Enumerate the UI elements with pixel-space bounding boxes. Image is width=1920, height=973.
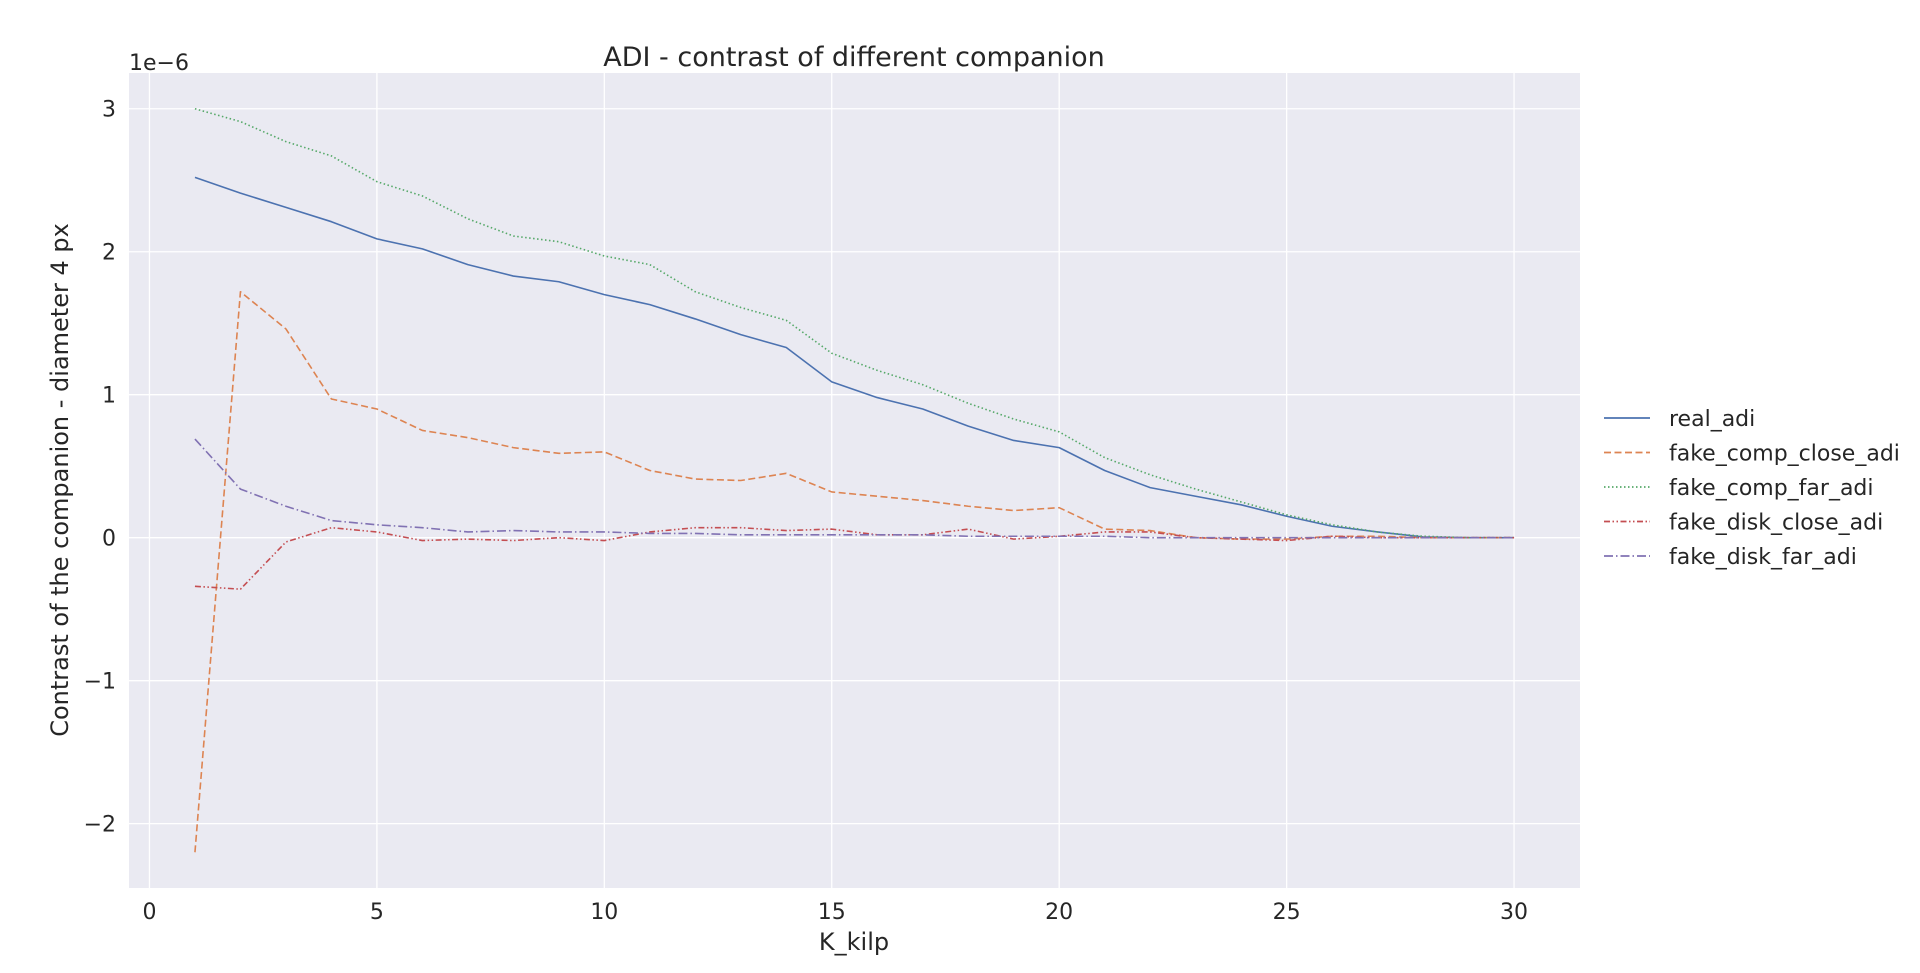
y-axis-offset-label: 1e−6 [129, 51, 189, 76]
y-tick-label: −2 [84, 813, 116, 838]
x-tick-label: 25 [1273, 900, 1301, 925]
series-line-fake-comp-close-adi [194, 290, 1515, 853]
x-tick-label: 30 [1500, 900, 1528, 925]
x-tick-label: 20 [1045, 900, 1073, 925]
y-tick-label: 3 [102, 98, 116, 123]
series-line-fake-disk-close-adi [194, 526, 1515, 590]
legend-label: fake_comp_close_adi [1669, 442, 1900, 467]
y-axis-label: Contrast of the companion - diameter 4 p… [46, 223, 74, 737]
x-tick-label: 15 [818, 900, 846, 925]
legend: real_adi fake_comp_close_adi fake_comp_far… [1604, 407, 1900, 570]
plot-background [129, 73, 1580, 888]
x-tick-label: 10 [590, 900, 618, 925]
y-tick-label: −1 [84, 670, 116, 695]
series-layer [194, 107, 1515, 853]
series-line-fake-disk-far-adi [194, 438, 1515, 539]
legend-label: fake_comp_far_adi [1669, 476, 1874, 501]
series-line-real-adi [194, 176, 1515, 539]
legend-label: real_adi [1669, 407, 1755, 432]
x-axis-label: K_kilp [819, 928, 889, 956]
tick-labels: 0 5 10 15 20 25 30 −2 −1 0 1 2 3 [84, 98, 1528, 925]
y-tick-label: 1 [102, 384, 116, 409]
grid [129, 73, 1580, 888]
x-tick-label: 5 [370, 900, 384, 925]
legend-label: fake_disk_close_adi [1669, 511, 1883, 536]
legend-label: fake_disk_far_adi [1669, 545, 1857, 570]
y-tick-label: 0 [102, 527, 116, 552]
series-line-fake-comp-far-adi [194, 107, 1515, 539]
chart-title: ADI - contrast of different companion [603, 42, 1105, 73]
y-tick-label: 2 [102, 241, 116, 266]
x-tick-label: 0 [142, 900, 156, 925]
